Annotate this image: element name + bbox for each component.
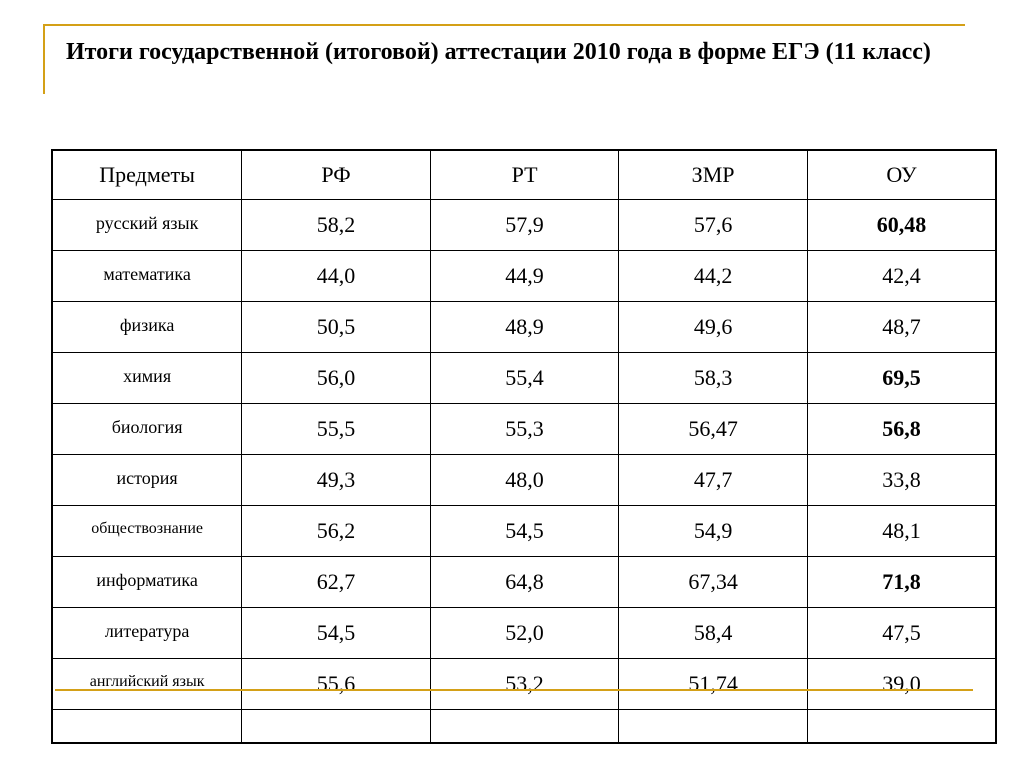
empty-cell bbox=[51, 709, 243, 744]
rt-cell: 55,3 bbox=[429, 403, 620, 455]
table-row: химия 56,0 55,4 58,3 69,5 bbox=[51, 352, 997, 404]
page-title: Итоги государственной (итоговой) аттеста… bbox=[66, 39, 931, 65]
rf-cell: 55,6 bbox=[241, 658, 431, 710]
rt-cell: 54,5 bbox=[429, 505, 620, 557]
rf-cell: 44,0 bbox=[241, 250, 431, 302]
rf-cell: 50,5 bbox=[241, 301, 431, 353]
ou-cell: 42,4 bbox=[806, 250, 997, 302]
table-row: математика 44,0 44,9 44,2 42,4 bbox=[51, 250, 997, 302]
table-row: английский язык 55,6 53,2 51,74 39,0 bbox=[51, 658, 997, 710]
zmr-cell: 58,3 bbox=[618, 352, 808, 404]
rt-cell: 44,9 bbox=[429, 250, 620, 302]
subject-cell: обществознание bbox=[51, 505, 243, 557]
rf-cell: 56,2 bbox=[241, 505, 431, 557]
subject-cell: химия bbox=[51, 352, 243, 404]
table-row: биология 55,5 55,3 56,47 56,8 bbox=[51, 403, 997, 455]
table-row: русский язык 58,2 57,9 57,6 60,48 bbox=[51, 199, 997, 251]
ou-cell: 60,48 bbox=[806, 199, 997, 251]
zmr-cell: 49,6 bbox=[618, 301, 808, 353]
ou-cell: 33,8 bbox=[806, 454, 997, 506]
zmr-cell: 57,6 bbox=[618, 199, 808, 251]
table-row: обществознание 56,2 54,5 54,9 48,1 bbox=[51, 505, 997, 557]
rt-cell: 52,0 bbox=[429, 607, 620, 659]
zmr-cell: 51,74 bbox=[618, 658, 808, 710]
rt-cell: 48,0 bbox=[429, 454, 620, 506]
empty-cell bbox=[618, 709, 808, 744]
subject-cell: информатика bbox=[51, 556, 243, 608]
rf-cell: 56,0 bbox=[241, 352, 431, 404]
subject-cell: литература bbox=[51, 607, 243, 659]
empty-cell bbox=[429, 709, 620, 744]
table-row: информатика 62,7 64,8 67,34 71,8 bbox=[51, 556, 997, 608]
header-ou: ОУ bbox=[806, 149, 997, 200]
table-row: история 49,3 48,0 47,7 33,8 bbox=[51, 454, 997, 506]
ou-cell: 69,5 bbox=[806, 352, 997, 404]
zmr-cell: 47,7 bbox=[618, 454, 808, 506]
ou-cell: 48,1 bbox=[806, 505, 997, 557]
rf-cell: 58,2 bbox=[241, 199, 431, 251]
subject-cell: история bbox=[51, 454, 243, 506]
empty-cell bbox=[241, 709, 431, 744]
decorative-left-line bbox=[43, 24, 45, 94]
table-header-row: Предметы РФ РТ ЗМР ОУ bbox=[51, 149, 997, 200]
subject-cell: английский язык bbox=[51, 658, 243, 710]
ou-cell: 71,8 bbox=[806, 556, 997, 608]
rt-cell: 53,2 bbox=[429, 658, 620, 710]
header-rf: РФ bbox=[241, 149, 431, 200]
ou-cell: 39,0 bbox=[806, 658, 997, 710]
ou-cell: 47,5 bbox=[806, 607, 997, 659]
table-row: физика 50,5 48,9 49,6 48,7 bbox=[51, 301, 997, 353]
zmr-cell: 54,9 bbox=[618, 505, 808, 557]
rt-cell: 48,9 bbox=[429, 301, 620, 353]
subject-cell: математика bbox=[51, 250, 243, 302]
rf-cell: 55,5 bbox=[241, 403, 431, 455]
ou-cell: 48,7 bbox=[806, 301, 997, 353]
header-subjects: Предметы bbox=[51, 149, 243, 200]
rt-cell: 55,4 bbox=[429, 352, 620, 404]
rf-cell: 62,7 bbox=[241, 556, 431, 608]
rf-cell: 49,3 bbox=[241, 454, 431, 506]
header-rt: РТ bbox=[429, 149, 620, 200]
subject-cell: физика bbox=[51, 301, 243, 353]
rt-cell: 57,9 bbox=[429, 199, 620, 251]
empty-row bbox=[51, 709, 997, 744]
rt-cell: 64,8 bbox=[429, 556, 620, 608]
ou-cell: 56,8 bbox=[806, 403, 997, 455]
zmr-cell: 67,34 bbox=[618, 556, 808, 608]
empty-cell bbox=[806, 709, 997, 744]
results-table: Предметы РФ РТ ЗМР ОУ русский язык 58,2 … bbox=[51, 149, 997, 744]
zmr-cell: 56,47 bbox=[618, 403, 808, 455]
rf-cell: 54,5 bbox=[241, 607, 431, 659]
subject-cell: биология bbox=[51, 403, 243, 455]
decorative-top-line bbox=[43, 24, 965, 26]
zmr-cell: 44,2 bbox=[618, 250, 808, 302]
zmr-cell: 58,4 bbox=[618, 607, 808, 659]
table-row: литература 54,5 52,0 58,4 47,5 bbox=[51, 607, 997, 659]
header-zmr: ЗМР bbox=[618, 149, 808, 200]
decorative-bottom-line bbox=[55, 689, 973, 691]
subject-cell: русский язык bbox=[51, 199, 243, 251]
